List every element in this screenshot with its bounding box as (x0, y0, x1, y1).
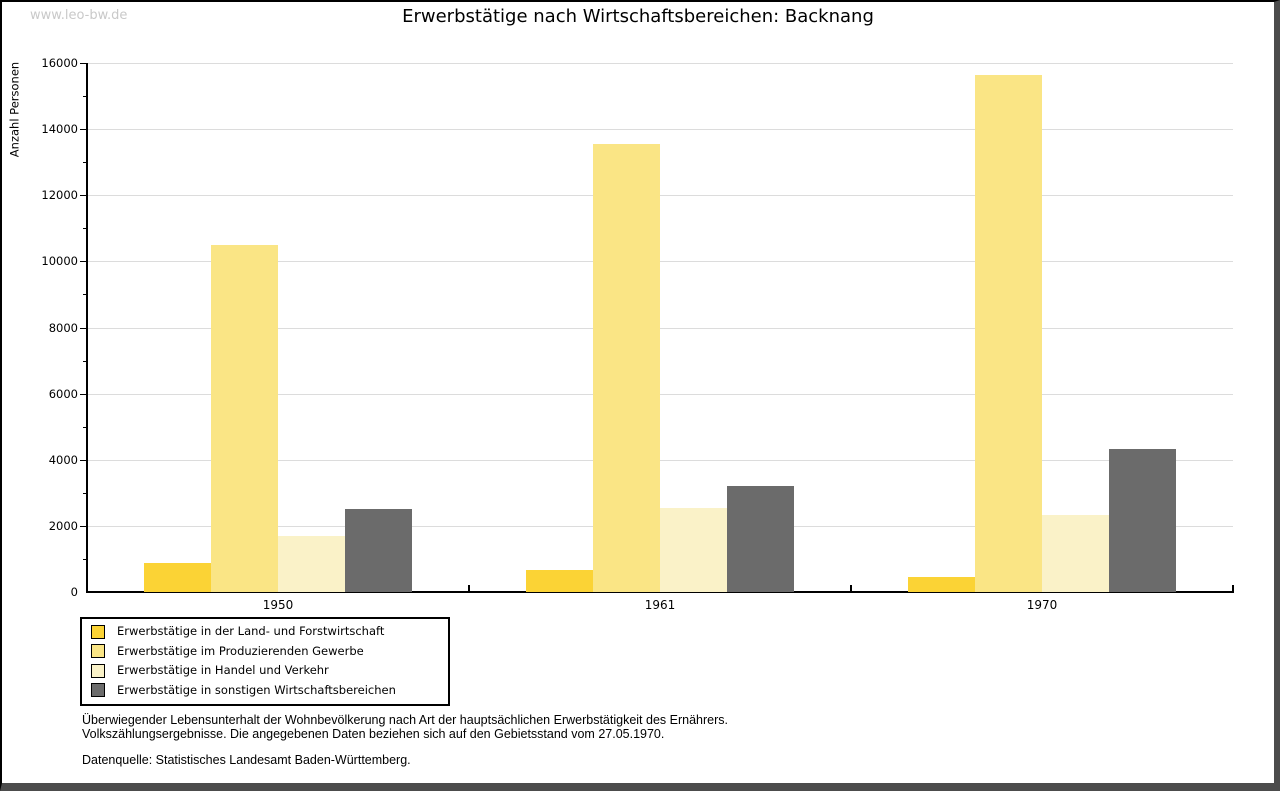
y-minor-tick (83, 228, 87, 230)
bar-1950-series2 (211, 245, 278, 592)
x-tick-label: 1961 (644, 598, 676, 612)
gridline (87, 459, 1233, 461)
bar-1950-series4 (345, 509, 412, 592)
y-tick-label: 0 (70, 585, 78, 599)
y-axis-title: Anzahl Personen (7, 61, 22, 158)
legend-label: Erwerbstätige im Produzierenden Gewerbe (117, 643, 364, 658)
legend-item: Erwerbstätige im Produzierenden Gewerbe (91, 643, 440, 658)
y-tick-label: 12000 (41, 188, 78, 203)
x-boundary-tick (850, 585, 852, 591)
y-major-tick (80, 525, 87, 527)
x-tick-label: 1970 (1026, 598, 1058, 612)
footer-note-line1: Überwiegender Lebensunterhalt der Wohnbe… (82, 713, 728, 727)
legend-swatch-series3 (91, 663, 105, 678)
legend-label: Erwerbstätige in Handel und Verkehr (117, 663, 329, 677)
gridline (87, 327, 1233, 329)
y-tick-label: 8000 (48, 320, 78, 335)
bar-1961-series3 (660, 508, 727, 592)
legend-swatch-series2 (91, 644, 105, 658)
y-tick-label: 10000 (41, 254, 78, 269)
legend-swatch-series1 (91, 624, 105, 639)
y-minor-tick (83, 96, 87, 98)
legend-item: Erwerbstätige in sonstigen Wirtschaftsbe… (91, 682, 440, 697)
y-major-tick (80, 261, 87, 263)
bar-1950-series1 (144, 563, 211, 592)
y-major-tick (80, 63, 87, 64)
bar-1970-series4 (1109, 449, 1176, 592)
y-tick-label: 4000 (48, 452, 78, 467)
y-minor-tick (83, 492, 87, 494)
footer-note-line2: Volkszählungsergebnisse. Die angegebenen… (82, 727, 665, 741)
bar-1961-series1 (526, 570, 593, 592)
bar-1970-series1 (908, 577, 975, 592)
legend-label: Erwerbstätige in sonstigen Wirtschaftsbe… (117, 682, 396, 697)
gridline (87, 393, 1233, 395)
y-major-tick (80, 393, 87, 395)
x-boundary-tick (468, 585, 470, 591)
y-tick-label: 6000 (48, 386, 78, 401)
gridline (87, 195, 1233, 197)
y-minor-tick (83, 162, 87, 164)
x-boundary-tick (1232, 585, 1234, 591)
legend-item: Erwerbstätige in der Land- und Forstwirt… (91, 624, 440, 639)
legend: Erwerbstätige in der Land- und Forstwirt… (80, 617, 450, 706)
y-minor-tick (83, 426, 87, 428)
bar-1950-series3 (278, 536, 345, 592)
y-major-tick (80, 129, 87, 131)
y-minor-tick (83, 294, 87, 296)
x-tick-label: 1950 (262, 598, 294, 612)
data-source-note: Datenquelle: Statistisches Landesamt Bad… (82, 753, 411, 767)
page-title: Erwerbstätige nach Wirtschaftsbereichen:… (402, 6, 874, 27)
bar-1970-series3 (1042, 515, 1109, 592)
bar-1961-series4 (727, 486, 794, 592)
y-tick-label: 16000 (41, 56, 78, 70)
gridline (87, 261, 1233, 263)
legend-label: Erwerbstätige in der Land- und Forstwirt… (117, 624, 385, 638)
y-major-tick (80, 327, 87, 329)
y-major-tick (80, 195, 87, 197)
y-tick-label: 2000 (48, 518, 78, 533)
bar-1970-series2 (975, 75, 1042, 592)
y-major-tick (80, 459, 87, 461)
gridline (87, 63, 1233, 64)
watermark: www.leo-bw.de (30, 8, 128, 23)
y-minor-tick (83, 558, 87, 560)
legend-item: Erwerbstätige in Handel und Verkehr (91, 663, 440, 678)
gridline (87, 129, 1233, 131)
x-axis-line (86, 591, 1234, 593)
y-tick-label: 14000 (41, 122, 78, 137)
bar-1961-series2 (593, 144, 660, 592)
y-minor-tick (83, 360, 87, 362)
legend-swatch-series4 (91, 683, 105, 697)
y-axis-line (86, 63, 88, 593)
